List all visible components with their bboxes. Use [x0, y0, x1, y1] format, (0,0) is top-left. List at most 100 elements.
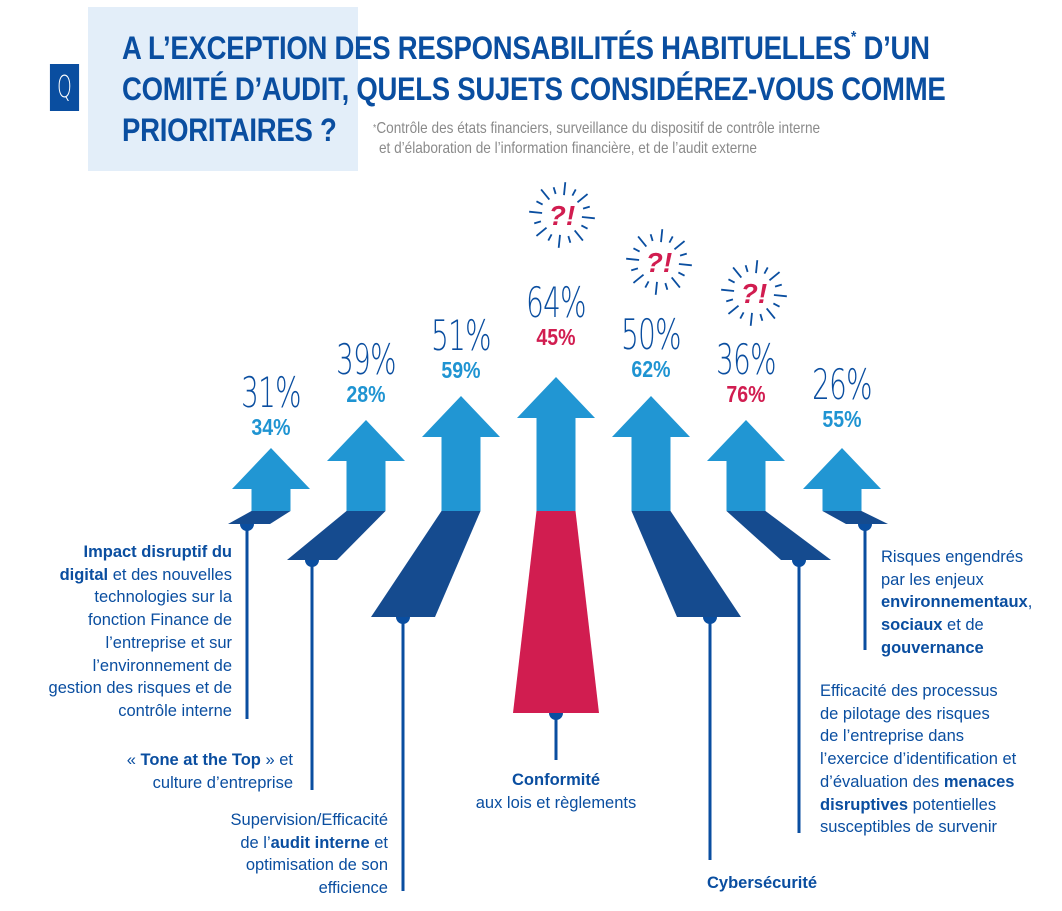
connector-dot — [305, 560, 319, 567]
burst-ray — [637, 235, 648, 248]
burst-ray — [664, 282, 669, 291]
title-asterisk: * — [850, 29, 857, 46]
label-audit-text-2b: et — [369, 833, 388, 852]
connector-dot — [703, 617, 717, 624]
burst-ray — [727, 304, 740, 315]
burst-ray — [772, 302, 780, 308]
page-title: A L’EXCEPTION DES RESPONSABILITÉS HABITU… — [122, 28, 946, 151]
label-audit-text-3: optimisation de son — [245, 856, 388, 875]
burst-ray — [571, 189, 577, 197]
connector-dot — [396, 617, 410, 624]
percent-main-label: 51% — [431, 311, 491, 360]
burst-ray — [728, 278, 736, 284]
label-audit-text-4: efficience — [318, 879, 388, 898]
burst-ray — [533, 220, 542, 225]
percent-secondary-label: 62% — [631, 356, 671, 382]
percent-secondary-label: 76% — [726, 381, 766, 407]
burst-ray — [679, 252, 688, 257]
burst-ray — [744, 264, 749, 273]
percent-main-label: 26% — [812, 360, 872, 409]
label-esg-comma: , — [1027, 593, 1033, 612]
alert-burst-icon: ?! — [626, 229, 692, 295]
burst-ray — [540, 188, 551, 201]
burst-ray — [763, 267, 769, 275]
connector-dot — [858, 524, 872, 531]
burst-ray — [582, 205, 591, 210]
label-tone-quote-close: » et — [260, 751, 293, 769]
arrow-shadow — [287, 511, 386, 560]
label-pilotage-text-5: d’évaluation des — [820, 772, 944, 791]
burst-ray — [773, 294, 787, 298]
label-digital-text-5: l’entreprise et sur — [105, 633, 232, 652]
burst-ray — [673, 240, 686, 251]
burst-ray — [573, 229, 584, 242]
label-esg-text-1: Risques engendrés — [881, 548, 1024, 566]
burst-ray — [759, 313, 764, 322]
up-arrow — [232, 448, 310, 511]
label-conformite-bold: Conformité — [512, 771, 600, 789]
alert-glyph: ?! — [549, 200, 575, 231]
label-esg: Risques engendrés par les enjeux environ… — [881, 546, 1061, 660]
label-digital-text-8: contrôle interne — [118, 701, 232, 720]
label-esg-bold-3: environnementaux — [881, 593, 1028, 612]
alert-glyph: ?! — [646, 247, 672, 278]
burst-ray — [739, 311, 745, 319]
footnote: *Contrôle des états financiers, surveill… — [373, 119, 820, 159]
burst-ray — [580, 224, 588, 230]
label-pilotage-text-7: susceptibles de survenir — [820, 818, 998, 837]
burst-ray — [670, 276, 681, 289]
arrow-shadow — [371, 511, 481, 617]
up-arrow — [327, 420, 405, 511]
arrow-shadow — [228, 511, 291, 524]
percent-main-label: 39% — [336, 335, 396, 384]
label-pilotage-text-3: de l’entreprise dans — [820, 727, 965, 746]
arrow-shadow — [513, 511, 599, 713]
burst-ray — [576, 193, 589, 204]
label-pilotage-text-1: Efficacité des processus — [820, 682, 998, 700]
percent-main-label: 64% — [526, 278, 586, 327]
burst-ray — [649, 233, 654, 242]
label-pilotage-bold-6: disruptives — [820, 795, 909, 814]
percent-secondary-label: 55% — [822, 406, 862, 432]
question-badge: Q — [49, 64, 80, 111]
percent-main-label: 36% — [716, 335, 776, 384]
label-esg-bold-5: gouvernance — [881, 638, 984, 657]
label-audit-bold: audit interne — [270, 833, 370, 852]
percent-main-label: 50% — [621, 310, 681, 359]
label-pilotage-text-4: l’exercice d’identification et — [820, 750, 1017, 769]
burst-ray — [557, 234, 561, 248]
label-pilotage-text-2: de pilotage des risques — [820, 704, 990, 723]
up-arrow — [707, 420, 785, 511]
label-audit-text-2a: de l’ — [240, 833, 271, 852]
burst-ray — [626, 257, 640, 261]
label-pilotage: Efficacité des processus de pilotage des… — [820, 680, 1060, 839]
up-arrow — [517, 377, 595, 511]
label-audit-text-1: Supervision/Efficacité — [230, 811, 388, 829]
label-digital: Impact disruptif du digital et des nouve… — [0, 541, 232, 723]
label-esg-text-4: et de — [942, 616, 984, 635]
label-tone-bold: Tone at the Top — [140, 751, 261, 769]
label-tone-text-2: culture d’entreprise — [152, 773, 293, 792]
alert-burst-icon: ?! — [721, 260, 787, 326]
label-digital-text-4: fonction Finance de — [87, 611, 232, 630]
label-digital-text-3: technologies sur la — [94, 588, 232, 607]
burst-ray — [654, 281, 658, 295]
arrow-shadow — [726, 511, 831, 560]
title-background — [88, 7, 358, 171]
label-digital-bold-2: digital — [59, 565, 109, 584]
up-arrow — [422, 396, 500, 511]
title-line-1-end: D’UN — [856, 30, 930, 66]
burst-ray — [768, 271, 781, 282]
burst-ray — [581, 216, 595, 220]
footnote-line-1: Contrôle des états financiers, surveilla… — [376, 120, 821, 137]
label-cyber-bold: Cybersécurité — [707, 874, 818, 892]
label-esg-bold-4: sociaux — [881, 616, 943, 635]
label-digital-bold-1: Impact disruptif du — [83, 543, 233, 561]
title-line-2: COMITÉ D’AUDIT, QUELS SUJETS CONSIDÉREZ-… — [122, 71, 946, 107]
arrow-shadow — [631, 511, 741, 617]
percent-main-label: 31% — [241, 368, 301, 417]
title-line-3: PRIORITAIRES ? — [122, 112, 337, 148]
burst-ray — [630, 267, 639, 272]
title-line-1-text: A L’EXCEPTION DES RESPONSABILITÉS HABITU… — [122, 30, 851, 66]
